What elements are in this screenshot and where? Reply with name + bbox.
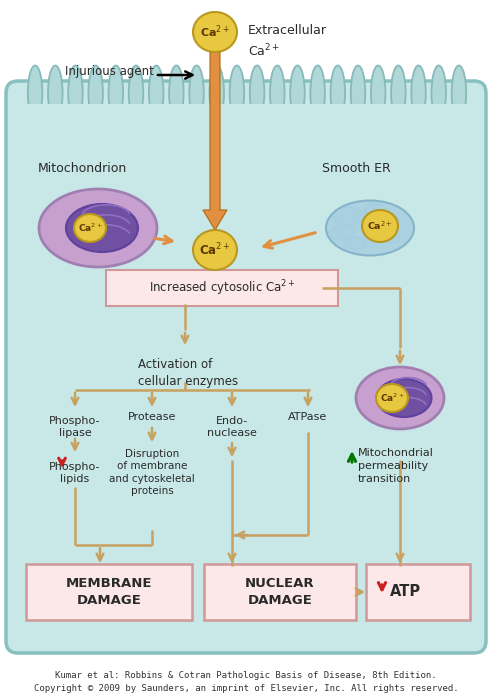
Ellipse shape	[365, 204, 385, 216]
Ellipse shape	[384, 233, 400, 243]
Text: Extracellular
Ca$^{2+}$: Extracellular Ca$^{2+}$	[248, 24, 327, 59]
Ellipse shape	[28, 66, 42, 120]
Ellipse shape	[431, 66, 446, 120]
FancyBboxPatch shape	[6, 81, 486, 653]
Ellipse shape	[270, 66, 284, 120]
Ellipse shape	[210, 66, 224, 120]
Text: Phospho-
lipids: Phospho- lipids	[49, 462, 101, 484]
Ellipse shape	[330, 226, 355, 240]
Ellipse shape	[333, 207, 363, 225]
Ellipse shape	[129, 66, 143, 120]
Ellipse shape	[193, 12, 237, 52]
Ellipse shape	[230, 66, 244, 120]
Ellipse shape	[250, 66, 264, 120]
Ellipse shape	[290, 66, 305, 120]
Bar	[20, 104, 472, 124]
Text: ATP: ATP	[390, 584, 421, 599]
Ellipse shape	[326, 200, 414, 256]
Ellipse shape	[344, 237, 366, 249]
Text: Phospho-
lipase: Phospho- lipase	[49, 416, 101, 438]
Text: Ca$^{2+}$: Ca$^{2+}$	[78, 222, 102, 235]
Text: Mitochondrial
permeability
transition: Mitochondrial permeability transition	[358, 448, 434, 484]
Text: NUCLEAR
DAMAGE: NUCLEAR DAMAGE	[245, 577, 315, 607]
Ellipse shape	[169, 66, 184, 120]
FancyArrow shape	[203, 52, 227, 230]
Ellipse shape	[193, 230, 237, 270]
Ellipse shape	[109, 66, 123, 120]
Ellipse shape	[331, 66, 345, 120]
Ellipse shape	[310, 66, 325, 120]
Ellipse shape	[68, 66, 83, 120]
Ellipse shape	[48, 66, 62, 120]
Ellipse shape	[391, 66, 405, 120]
FancyBboxPatch shape	[106, 270, 338, 306]
Text: Endo-
nuclease: Endo- nuclease	[207, 416, 257, 438]
Ellipse shape	[362, 210, 398, 242]
Text: Activation of
cellular enzymes: Activation of cellular enzymes	[138, 358, 238, 388]
Ellipse shape	[452, 66, 466, 120]
FancyBboxPatch shape	[26, 564, 192, 620]
Text: Injurious agent: Injurious agent	[65, 66, 154, 78]
Text: Disruption
of membrane
and cytoskeletal
proteins: Disruption of membrane and cytoskeletal …	[109, 449, 195, 496]
Text: Kumar et al: Robbins & Cotran Pathologic Basis of Disease, 8th Edition.
Copyrigh: Kumar et al: Robbins & Cotran Pathologic…	[33, 671, 459, 693]
FancyBboxPatch shape	[366, 564, 470, 620]
Text: Smooth ER: Smooth ER	[322, 162, 391, 174]
Ellipse shape	[351, 66, 365, 120]
Text: Ca$^{2+}$: Ca$^{2+}$	[380, 392, 404, 404]
Text: MEMBRANE
DAMAGE: MEMBRANE DAMAGE	[66, 577, 152, 607]
Ellipse shape	[149, 66, 163, 120]
Text: Ca$^{2+}$: Ca$^{2+}$	[199, 241, 231, 258]
Text: Protease: Protease	[128, 412, 176, 422]
Text: Mitochondrion: Mitochondrion	[38, 162, 127, 174]
Ellipse shape	[39, 189, 157, 267]
Text: ATPase: ATPase	[288, 412, 328, 422]
Ellipse shape	[381, 214, 399, 225]
Text: Ca$^{2+}$: Ca$^{2+}$	[367, 220, 393, 232]
Ellipse shape	[66, 204, 138, 252]
Text: Ca$^{2+}$: Ca$^{2+}$	[200, 24, 230, 41]
Ellipse shape	[356, 367, 444, 429]
Ellipse shape	[376, 379, 431, 417]
FancyBboxPatch shape	[204, 564, 356, 620]
Ellipse shape	[189, 66, 204, 120]
Ellipse shape	[89, 66, 103, 120]
Ellipse shape	[411, 66, 426, 120]
Text: Increased cytosolic Ca$^{2+}$: Increased cytosolic Ca$^{2+}$	[149, 278, 295, 298]
Ellipse shape	[371, 66, 385, 120]
Ellipse shape	[74, 214, 106, 242]
Ellipse shape	[376, 384, 408, 412]
